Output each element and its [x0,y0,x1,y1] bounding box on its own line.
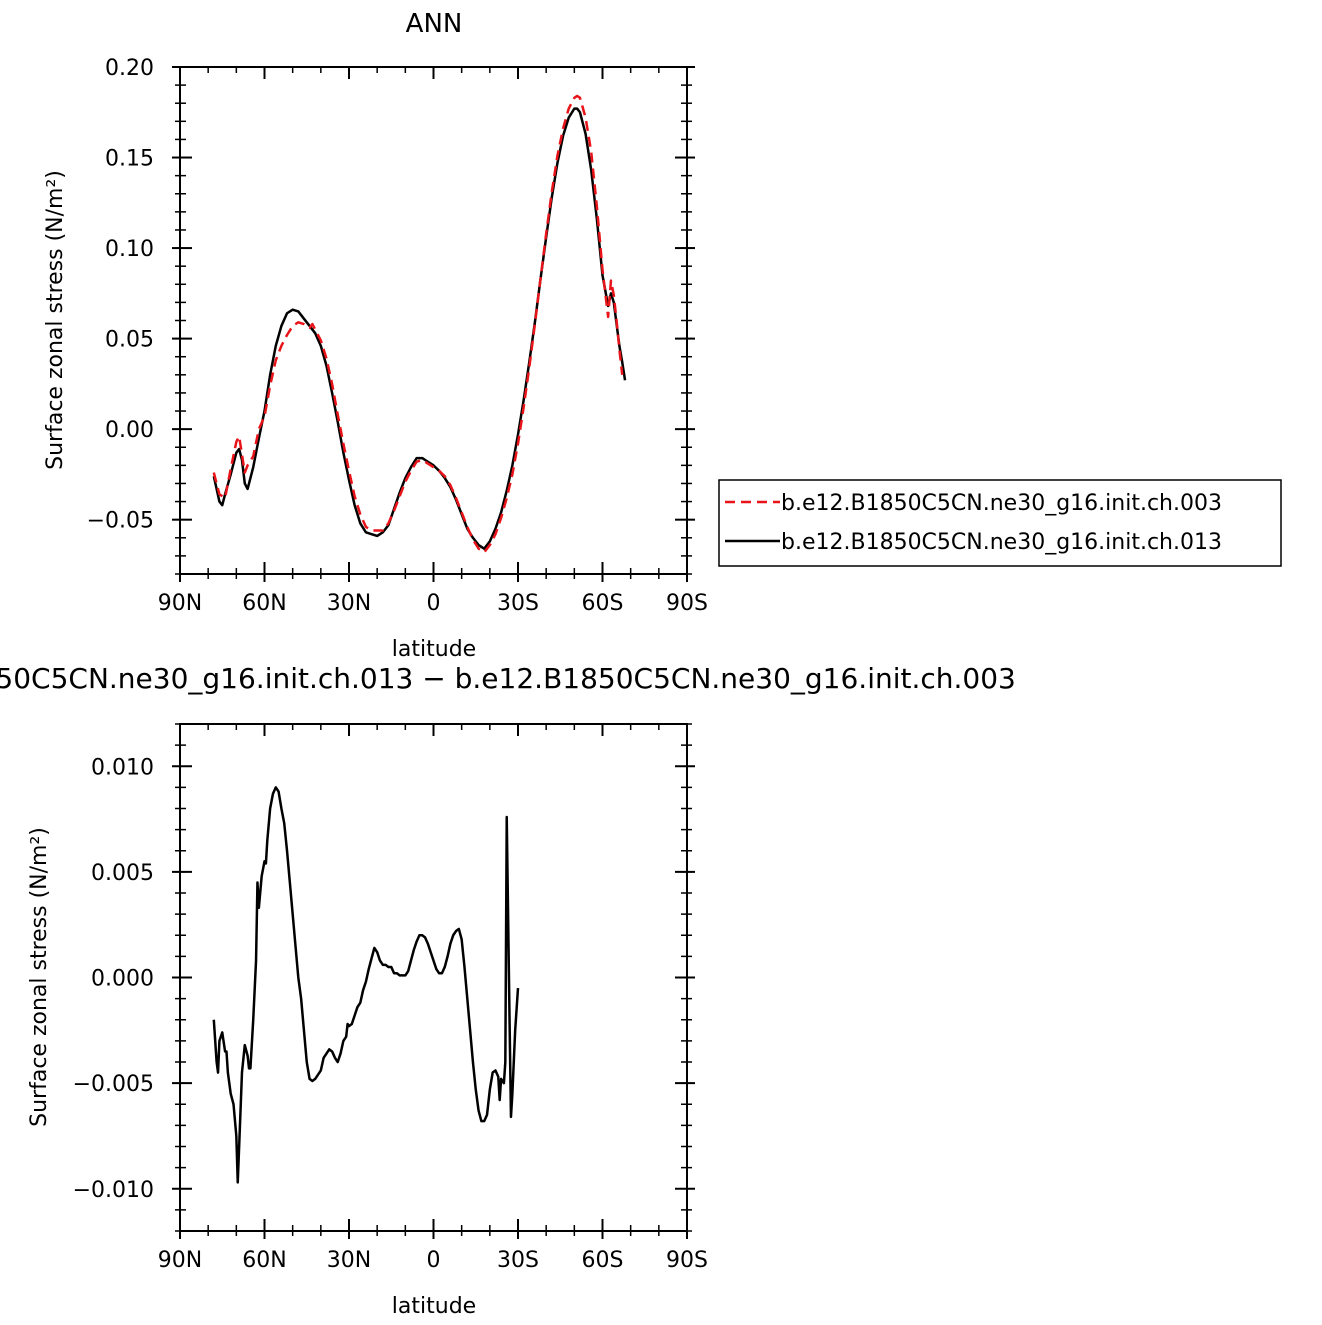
bottom-chart-title: b.e12.B1850C5CN.ne30_g16.init.ch.013 − b… [0,662,1016,695]
top-plot-frame [179,66,688,575]
bottom-axis-ticks: 90N 60N 30N 0 30S 60S 90S 0.010 0.005 0.000 −0.005… [73,723,708,1273]
top-axis-ticks: 90N 60N 30N 0 30S 60S 90S 0.20 0.15 0.10 0.05 0.00 −… [87,56,708,616]
y-tick-label: 0.15 [105,147,154,172]
top-chart-title: ANN [406,9,463,39]
top-y-axis-label: Surface zonal stress (N/m²) [43,170,68,470]
x-tick-label: 60N [242,1248,286,1273]
bottom-series-group [212,786,520,1184]
bottom-panel: b.e12.B1850C5CN.ne30_g16.init.ch.013 − b… [0,662,1016,1319]
series-line-0 [212,94,624,554]
x-tick-label: 90N [158,1248,202,1273]
x-tick-label: 90N [158,591,202,616]
x-tick-label: 90S [666,1248,708,1273]
y-tick-label: 0.010 [91,755,154,780]
legend-label-series-013: b.e12.B1850C5CN.ne30_g16.init.ch.013 [781,530,1222,555]
legend-box [718,479,1282,567]
x-tick-label: 60N [242,591,286,616]
x-tick-label: 60S [582,591,624,616]
y-tick-label: 0.005 [91,861,154,886]
y-tick-label: 0.10 [105,237,154,262]
legend: b.e12.B1850C5CN.ne30_g16.init.ch.003 b.e… [718,479,1282,567]
top-x-axis-label: latitude [392,637,476,662]
y-tick-label: 0.05 [105,328,154,353]
legend-label-series-003: b.e12.B1850C5CN.ne30_g16.init.ch.003 [781,491,1222,516]
bottom-y-axis-label: Surface zonal stress (N/m²) [27,827,52,1127]
y-tick-label: −0.005 [73,1072,154,1097]
y-tick-label: 0.00 [105,418,154,443]
x-tick-label: 30N [327,591,371,616]
y-tick-label: −0.05 [87,509,154,534]
x-tick-label: 90S [666,591,708,616]
x-tick-label: 30N [327,1248,371,1273]
x-tick-label: 30S [497,591,539,616]
y-tick-label: 0.000 [91,967,154,992]
x-tick-label: 0 [427,591,441,616]
top-series-group [212,94,627,554]
bottom-x-axis-label: latitude [392,1294,476,1319]
series-line-1 [212,107,627,550]
x-tick-label: 60S [582,1248,624,1273]
x-tick-label: 30S [497,1248,539,1273]
x-tick-label: 0 [427,1248,441,1273]
y-tick-label: −0.010 [73,1178,154,1203]
top-panel: ANN latitude Surface zonal stress (N/m²)… [43,9,708,662]
series-line-0 [212,786,520,1184]
y-tick-label: 0.20 [105,56,154,81]
